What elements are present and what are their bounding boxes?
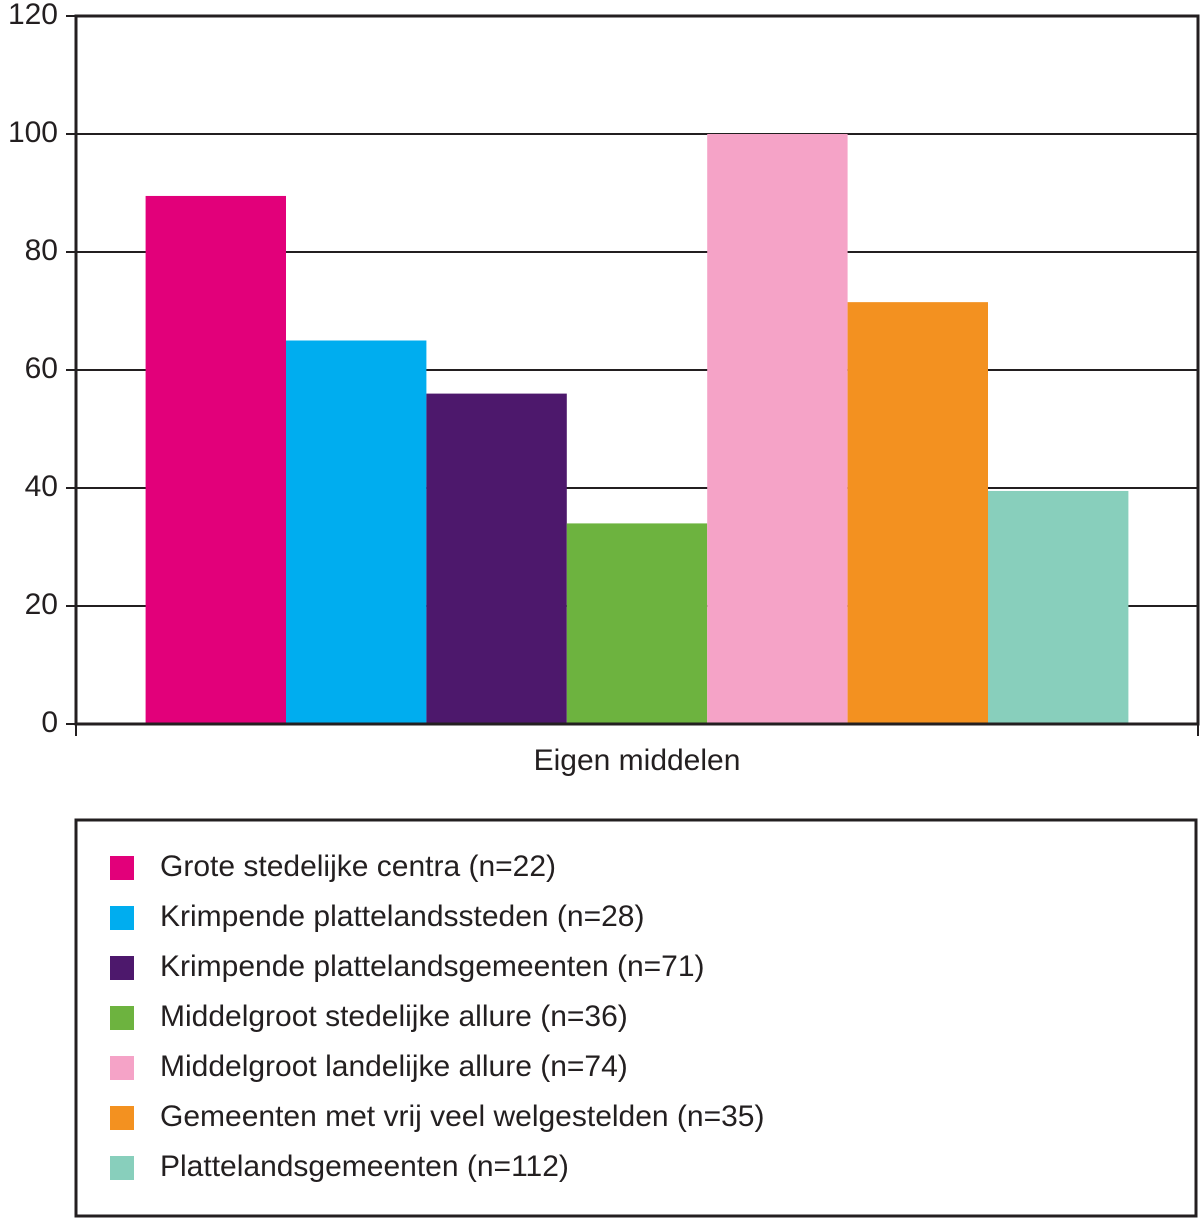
- legend-label: Plattelandsgemeenten (n=112): [160, 1150, 569, 1183]
- legend-label: Krimpende plattelandssteden (n=28): [160, 900, 644, 933]
- bar: [566, 523, 708, 724]
- y-tick-label: 120: [8, 0, 58, 31]
- legend-label: Middelgroot stedelijke allure (n=36): [160, 1000, 628, 1033]
- y-tick-label: 0: [41, 706, 58, 739]
- bar: [707, 134, 848, 724]
- legend-swatch: [110, 956, 134, 980]
- bar: [847, 302, 988, 724]
- legend-label: Gemeenten met vrij veel welgestelden (n=…: [160, 1100, 764, 1133]
- y-tick-label: 100: [8, 116, 58, 149]
- legend-box: [74, 818, 1198, 1218]
- bar: [988, 490, 1129, 724]
- x-tick-label: Eigen middelen: [534, 744, 741, 777]
- legend-label: Krimpende plattelandsgemeenten (n=71): [160, 950, 705, 983]
- legend-swatch: [110, 1056, 134, 1080]
- legend-label: Middelgroot landelijke allure (n=74): [160, 1050, 628, 1083]
- y-tick-label: 20: [25, 588, 58, 621]
- legend-swatch: [110, 1106, 134, 1130]
- y-tick-label: 80: [25, 234, 58, 267]
- legend-label: Grote stedelijke centra (n=22): [160, 850, 556, 883]
- legend-swatch: [110, 1156, 134, 1180]
- y-tick-label: 40: [25, 470, 58, 503]
- bar: [145, 195, 286, 724]
- legend-swatch: [110, 1006, 134, 1030]
- bar: [426, 393, 567, 724]
- legend-swatch: [110, 906, 134, 930]
- bar: [286, 340, 427, 724]
- legend-swatch: [110, 856, 134, 880]
- plot-frame: [74, 14, 1200, 726]
- y-tick-label: 60: [25, 352, 58, 385]
